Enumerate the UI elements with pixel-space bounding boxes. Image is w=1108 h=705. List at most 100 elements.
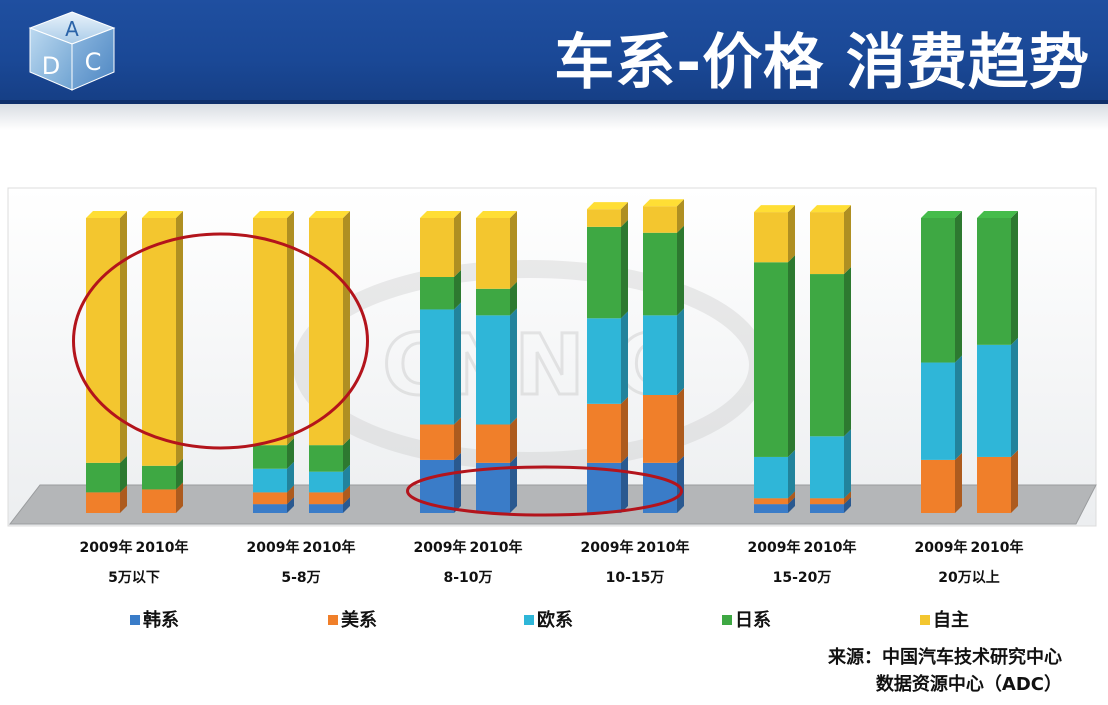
bar-segment xyxy=(253,211,294,446)
bar-segment xyxy=(253,438,294,469)
legend-label: 日系 xyxy=(735,610,771,631)
bar-segment xyxy=(253,461,294,493)
bar-segment xyxy=(810,491,851,505)
bar-top-cap xyxy=(309,211,350,218)
legend-item: 欧系 xyxy=(524,606,573,632)
bar-segment xyxy=(309,438,350,472)
legend-label: 美系 xyxy=(341,610,377,631)
legend-swatch xyxy=(130,615,140,625)
bar-top-cap xyxy=(476,211,517,218)
bar-segment xyxy=(921,452,962,513)
x-tick-year: 2010年 xyxy=(303,539,356,556)
bar-segment xyxy=(643,388,684,463)
x-tick-year: 2010年 xyxy=(637,539,690,556)
x-tick-year: 2009年 xyxy=(414,539,467,556)
x-tick-year: 2009年 xyxy=(915,539,968,556)
highlight-ellipse-domestic xyxy=(72,232,369,450)
bar-segment xyxy=(977,337,1018,457)
bar-segment xyxy=(86,455,127,493)
logo-letter-c: C xyxy=(85,48,102,76)
legend-label: 欧系 xyxy=(537,610,573,631)
legend-item: 美系 xyxy=(328,606,377,632)
bar-segment xyxy=(476,281,517,316)
bar-segment xyxy=(309,464,350,493)
bar-segment xyxy=(977,449,1018,513)
x-tick-year: 2009年 xyxy=(581,539,634,556)
bar-top-cap xyxy=(420,211,461,218)
x-tick-year: 2010年 xyxy=(971,539,1024,556)
bar-top-cap xyxy=(754,205,795,213)
x-tick-year: 2010年 xyxy=(136,539,189,556)
bar-segment xyxy=(253,497,294,513)
bar-segment xyxy=(420,302,461,425)
chart-legend: 韩系 美系 欧系 日系 自主 xyxy=(0,606,1108,636)
bar-segment xyxy=(810,429,851,499)
x-tick-year: 2009年 xyxy=(247,539,300,556)
bar-segment xyxy=(754,491,795,505)
legend-swatch xyxy=(328,615,338,625)
legend-item: 韩系 xyxy=(130,606,179,632)
legend-swatch xyxy=(920,615,930,625)
x-tick-price-range: 15-20万 xyxy=(773,570,832,586)
x-tick-price-range: 10-15万 xyxy=(606,570,665,586)
bar-segment xyxy=(309,211,350,446)
adc-cube-logo: A D C xyxy=(28,11,116,91)
legend-label: 自主 xyxy=(933,610,969,631)
bar-segment xyxy=(587,219,628,319)
bar-segment xyxy=(253,485,294,505)
bar-segment xyxy=(142,482,183,513)
bar-segment xyxy=(420,417,461,460)
bar-segment xyxy=(587,455,628,513)
x-tick-year: 2010年 xyxy=(470,539,523,556)
x-tick-price-range: 5-8万 xyxy=(281,570,320,586)
bar-segment xyxy=(587,202,628,227)
highlight-ellipse-korean xyxy=(406,465,683,517)
bar-segment xyxy=(921,355,962,460)
bar-segment xyxy=(754,255,795,457)
source-line-2: 数据资源中心（ADC） xyxy=(875,674,1062,695)
bar-segment xyxy=(754,497,795,513)
bar-segment xyxy=(420,270,461,310)
bar-segment xyxy=(587,396,628,463)
bar-segment xyxy=(476,417,517,463)
bar-segment xyxy=(587,311,628,404)
bar-top-cap xyxy=(810,205,851,213)
legend-swatch xyxy=(722,615,732,625)
page-title: 车系-价格 消费趋势 xyxy=(554,28,1090,98)
bar-segment xyxy=(86,485,127,513)
bar-top-cap xyxy=(643,199,684,207)
bar-segment xyxy=(420,211,461,277)
plot-background xyxy=(7,187,1097,527)
x-tick-price-range: 8-10万 xyxy=(443,570,492,586)
bar-top-cap xyxy=(587,202,628,210)
bar-segment xyxy=(309,485,350,505)
bar-segment xyxy=(643,225,684,316)
x-tick-year: 2009年 xyxy=(80,539,133,556)
bar-segment xyxy=(810,267,851,437)
bar-top-cap xyxy=(142,211,183,218)
bar-segment xyxy=(142,458,183,490)
bar-segment xyxy=(142,211,183,466)
source-line-1: 来源：中国汽车技术研究中心 xyxy=(828,647,1062,668)
bar-top-cap xyxy=(86,211,127,218)
legend-item: 自主 xyxy=(920,606,969,632)
legend-item: 日系 xyxy=(722,606,771,632)
header-bar: A D C 车系-价格 消费趋势 xyxy=(0,0,1108,104)
bar-segment xyxy=(476,308,517,425)
bar-top-cap xyxy=(977,211,1018,218)
bar-segment xyxy=(921,211,962,363)
bar-top-cap xyxy=(921,211,962,218)
source-note: 来源：中国汽车技术研究中心 数据资源中心（ADC） xyxy=(828,644,1062,698)
bar-segment xyxy=(643,199,684,233)
x-tick-year: 2009年 xyxy=(748,539,801,556)
legend-label: 韩系 xyxy=(143,610,179,631)
bar-segment xyxy=(977,211,1018,345)
x-tick-year: 2010年 xyxy=(804,539,857,556)
bar-segment xyxy=(643,308,684,395)
logo-letter-a: A xyxy=(65,17,79,41)
logo-letter-d: D xyxy=(42,52,60,80)
bar-segment xyxy=(810,205,851,275)
x-tick-price-range: 20万以上 xyxy=(938,570,999,586)
bar-segment xyxy=(309,497,350,513)
